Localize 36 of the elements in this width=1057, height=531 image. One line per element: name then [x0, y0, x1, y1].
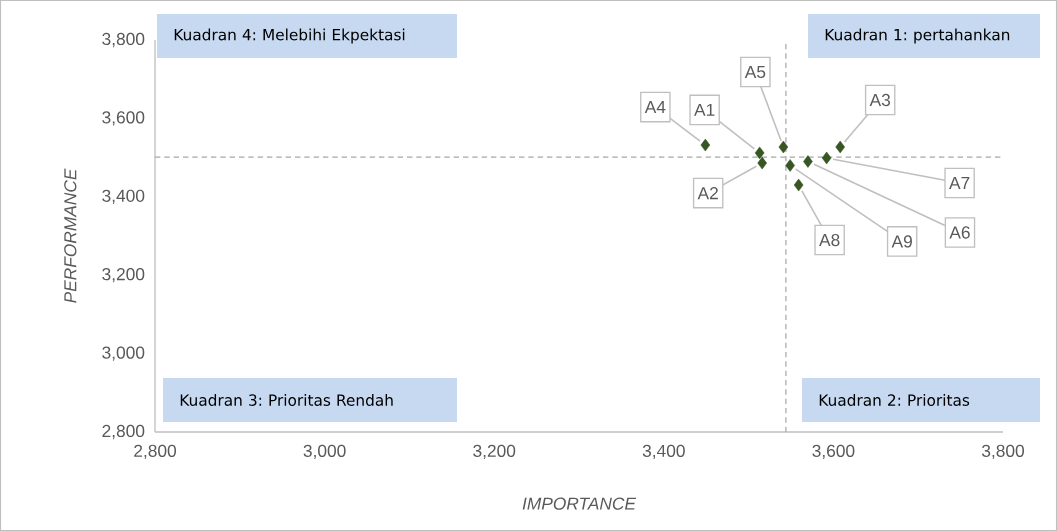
annotation: Kuadran 4: Melebihi Ekpektasi [174, 28, 405, 44]
point [835, 140, 845, 154]
annotation: A9 [891, 235, 912, 248]
x-axis-title: IMPORTANCE [522, 497, 637, 510]
y-tick-label: 3,000 [102, 346, 145, 361]
point [778, 140, 789, 154]
point [785, 159, 795, 172]
point [803, 155, 813, 168]
x-tick-label: 3,200 [473, 444, 516, 460]
y-tick-label: 3,800 [102, 32, 145, 48]
point [793, 178, 804, 192]
x-tick-label: 2,800 [134, 444, 177, 460]
annotation: Kuadran 3: Prioritas Rendah [180, 394, 393, 406]
y-tick-label: 3,600 [102, 111, 145, 126]
y-tick-label: 3,200 [102, 268, 145, 283]
annotation: A7 [949, 177, 970, 189]
x-tick-label: 3,800 [981, 444, 1025, 460]
annotation: Kuadran 2: Prioritas [819, 394, 970, 406]
annotation: A5 [744, 65, 766, 79]
annotation: Kuadran 1: pertahankan [825, 28, 1010, 44]
y-tick-label: 2,800 [102, 424, 145, 440]
annotation: A2 [697, 187, 718, 200]
annotation: A1 [694, 103, 715, 116]
x-tick-label: 3,400 [642, 444, 685, 460]
point [700, 138, 711, 152]
x-tick-label: 3,600 [812, 444, 855, 460]
point [821, 151, 832, 165]
y-tick-label: 3,400 [102, 189, 145, 204]
y-axis-title: PERFORMANCE [64, 168, 77, 303]
point [757, 156, 767, 170]
annotation: A3 [869, 93, 891, 107]
annotation: A4 [644, 101, 666, 114]
x-tick-label: 3,000 [303, 444, 346, 460]
annotation: A6 [949, 226, 970, 239]
annotation: A8 [819, 233, 840, 247]
point [754, 146, 765, 160]
